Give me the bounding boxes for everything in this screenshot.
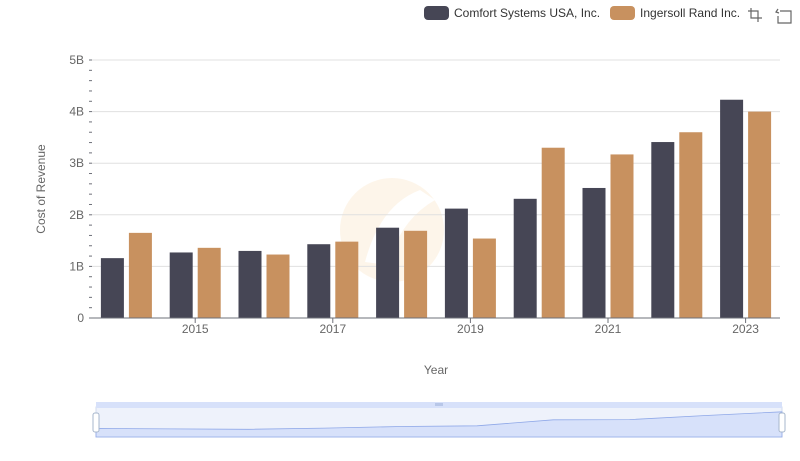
x-tick-label: 2015 bbox=[182, 322, 209, 336]
data-zoom-slider[interactable] bbox=[92, 402, 786, 438]
data-zoom-preview-area bbox=[95, 411, 783, 438]
y-tick-label: 0 bbox=[77, 311, 84, 325]
bar-comfort-systems-2015[interactable] bbox=[169, 252, 193, 318]
bar-ingersoll-rand-2021[interactable] bbox=[610, 154, 634, 318]
bar-ingersoll-rand-2019[interactable] bbox=[472, 238, 496, 318]
x-tick-label: 2019 bbox=[457, 322, 484, 336]
bar-comfort-systems-2021[interactable] bbox=[582, 187, 606, 318]
bar-ingersoll-rand-2022[interactable] bbox=[679, 132, 703, 318]
x-tick-label: 2017 bbox=[319, 322, 346, 336]
data-zoom-handle-right[interactable] bbox=[778, 412, 786, 433]
bar-comfort-systems-2020[interactable] bbox=[513, 198, 537, 318]
bar-comfort-systems-2023[interactable] bbox=[720, 99, 744, 319]
zoom-reset-icon[interactable] bbox=[775, 7, 793, 25]
x-axis-labels: 2015 2017 2019 2021 2023 bbox=[182, 322, 759, 336]
bar-ingersoll-rand-2017[interactable] bbox=[335, 241, 359, 318]
data-zoom-top-grip[interactable] bbox=[435, 403, 443, 406]
x-axis-title: Year bbox=[424, 363, 448, 377]
y-tick-label: 2B bbox=[69, 208, 84, 222]
data-zoom-handle-left[interactable] bbox=[92, 412, 100, 433]
bar-ingersoll-rand-2018[interactable] bbox=[404, 230, 428, 318]
x-tick-label: 2023 bbox=[732, 322, 759, 336]
bar-ingersoll-rand-2020[interactable] bbox=[541, 147, 565, 318]
legend-swatch-ingersoll-rand bbox=[610, 6, 636, 20]
x-axis-ticks bbox=[194, 318, 747, 323]
legend-label-comfort-systems: Comfort Systems USA, Inc. bbox=[454, 6, 601, 20]
legend-label-ingersoll-rand: Ingersoll Rand Inc. bbox=[640, 6, 741, 20]
bar-ingersoll-rand-2023[interactable] bbox=[748, 111, 772, 318]
y-axis-title: Cost of Revenue bbox=[34, 144, 48, 234]
bar-comfort-systems-2019[interactable] bbox=[444, 208, 468, 318]
legend-item-ingersoll-rand[interactable]: Ingersoll Rand Inc. bbox=[610, 6, 740, 20]
bar-comfort-systems-2018[interactable] bbox=[376, 227, 400, 318]
bar-comfort-systems-2017[interactable] bbox=[307, 244, 331, 318]
bars bbox=[100, 99, 772, 319]
y-tick-label: 4B bbox=[69, 105, 84, 119]
bar-comfort-systems-2016[interactable] bbox=[238, 250, 262, 318]
toolbox bbox=[747, 7, 800, 25]
bar-ingersoll-rand-2014[interactable] bbox=[128, 232, 152, 318]
y-tick-label: 1B bbox=[69, 259, 84, 273]
y-minor-ticks bbox=[89, 59, 92, 319]
x-tick-label: 2021 bbox=[595, 322, 622, 336]
bar-ingersoll-rand-2015[interactable] bbox=[197, 247, 221, 318]
zoom-icon[interactable] bbox=[747, 7, 765, 25]
y-axis-labels: 0 1B 2B 3B 4B 5B bbox=[69, 53, 84, 325]
bar-comfort-systems-2014[interactable] bbox=[100, 258, 124, 318]
legend: Comfort Systems USA, Inc. Ingersoll Rand… bbox=[424, 4, 750, 22]
y-tick-label: 5B bbox=[69, 53, 84, 67]
legend-swatch-comfort-systems bbox=[424, 6, 449, 20]
bar-ingersoll-rand-2016[interactable] bbox=[266, 254, 290, 318]
bar-comfort-systems-2022[interactable] bbox=[651, 142, 675, 318]
legend-item-comfort-systems[interactable]: Comfort Systems USA, Inc. bbox=[424, 6, 600, 20]
y-tick-label: 3B bbox=[69, 156, 84, 170]
